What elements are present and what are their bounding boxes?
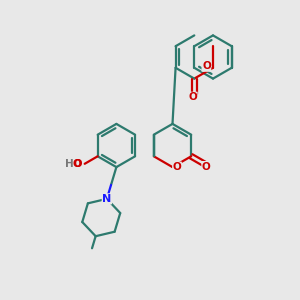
Text: O: O [72,159,81,169]
Text: O: O [202,61,211,71]
Text: O: O [202,161,211,172]
Text: H: H [64,159,73,169]
Text: HO: HO [65,159,82,169]
Text: N: N [102,194,112,204]
Text: O: O [188,92,197,102]
Text: O: O [172,162,182,172]
